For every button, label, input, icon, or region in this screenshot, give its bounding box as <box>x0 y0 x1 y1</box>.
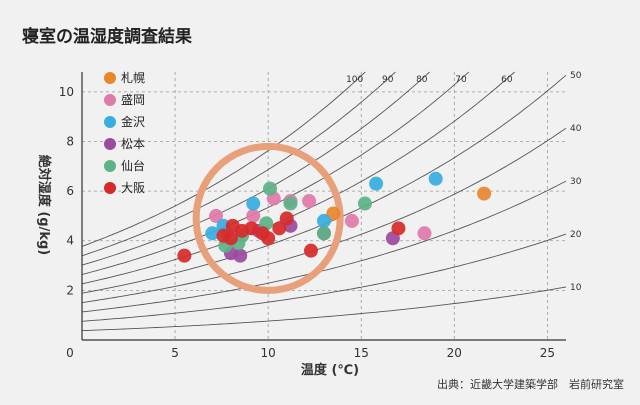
highlight-circle <box>192 142 344 294</box>
data-point <box>244 221 259 236</box>
data-point <box>357 196 372 211</box>
legend-label: 札幌 <box>121 70 145 85</box>
rh-label-top: 70 <box>455 75 467 85</box>
rh-label-top: 90 <box>382 75 394 85</box>
y-tick-label: 8 <box>66 134 74 148</box>
rh-curve <box>81 71 366 247</box>
data-point <box>223 231 238 246</box>
y-tick-label: 6 <box>66 184 74 198</box>
y-axis-label: 絶対湿度 (g/kg) <box>36 154 52 255</box>
rh-curve <box>81 71 430 266</box>
data-point <box>317 213 331 228</box>
grid <box>82 72 566 340</box>
x-tick-label: 25 <box>540 346 555 360</box>
rh-label-top: 60 <box>501 75 513 85</box>
rh-curve <box>81 180 567 313</box>
data-point <box>263 181 278 196</box>
legend-marker <box>104 182 116 194</box>
data-point <box>477 186 492 201</box>
data-point <box>428 171 443 186</box>
legend-label: 仙台 <box>121 158 145 173</box>
x-tick-label: 15 <box>354 346 369 360</box>
data-point <box>205 226 220 241</box>
axes: 0 5 10 15 20 25 2 4 6 8 10 絶対湿度 (g/kg) <box>36 72 566 360</box>
x-axis-label: 温度 (℃) <box>301 362 359 378</box>
highlight-circle-group <box>192 142 344 294</box>
x-tick-label: 10 <box>261 346 276 360</box>
legend-label: 松本 <box>121 137 145 151</box>
y-tick-label: 2 <box>66 283 74 297</box>
data-point <box>261 231 276 246</box>
data-point <box>283 196 298 211</box>
rh-curve <box>81 71 396 257</box>
legend-marker <box>104 94 116 106</box>
data-point <box>177 248 192 263</box>
x-tick-label: 0 <box>66 346 74 360</box>
x-tick-label: 20 <box>447 346 462 360</box>
rh-label-right: 40 <box>570 124 582 134</box>
data-point <box>272 221 287 236</box>
legend-label: 盛岡 <box>121 92 145 107</box>
data-point <box>246 208 261 223</box>
data-point <box>317 226 331 241</box>
chart-title: 寝室の温湿度調査結果 <box>22 26 192 47</box>
rh-label-right: 30 <box>570 177 582 187</box>
data-point <box>344 213 359 228</box>
rh-curve <box>81 286 567 332</box>
data-point <box>279 211 294 226</box>
rh-curve <box>81 127 567 304</box>
rh-label-top: 80 <box>416 75 428 85</box>
data-point <box>391 221 406 236</box>
legend-label: 金沢 <box>121 114 145 129</box>
rh-curve <box>81 71 515 285</box>
x-tick-label: 5 <box>171 346 179 360</box>
y-tick-label: 10 <box>59 85 74 99</box>
legend-marker <box>104 160 116 172</box>
rh-label-right: 10 <box>570 283 582 293</box>
y-tick-label: 4 <box>66 234 74 248</box>
legend-marker <box>104 138 116 150</box>
data-point <box>302 194 317 209</box>
data-points <box>177 171 492 263</box>
legend-label: 大阪 <box>121 181 145 195</box>
data-point <box>209 208 224 223</box>
rh-label-right: 50 <box>570 71 582 81</box>
legend-marker <box>104 72 116 84</box>
data-point <box>246 196 261 211</box>
rh-curve <box>81 233 567 322</box>
data-point <box>303 243 318 258</box>
data-point <box>417 226 432 241</box>
rh-label-right: 20 <box>570 230 582 240</box>
data-point <box>369 176 384 191</box>
source-note: 出典：近畿大学建築学部 岩前研究室 <box>437 377 624 391</box>
legend-marker <box>104 116 116 128</box>
data-point <box>326 206 341 221</box>
data-point <box>233 248 248 263</box>
rh-curves: 50 40 30 20 10 100 90 80 70 60 <box>81 71 582 332</box>
rh-label-top: 100 <box>346 75 363 85</box>
